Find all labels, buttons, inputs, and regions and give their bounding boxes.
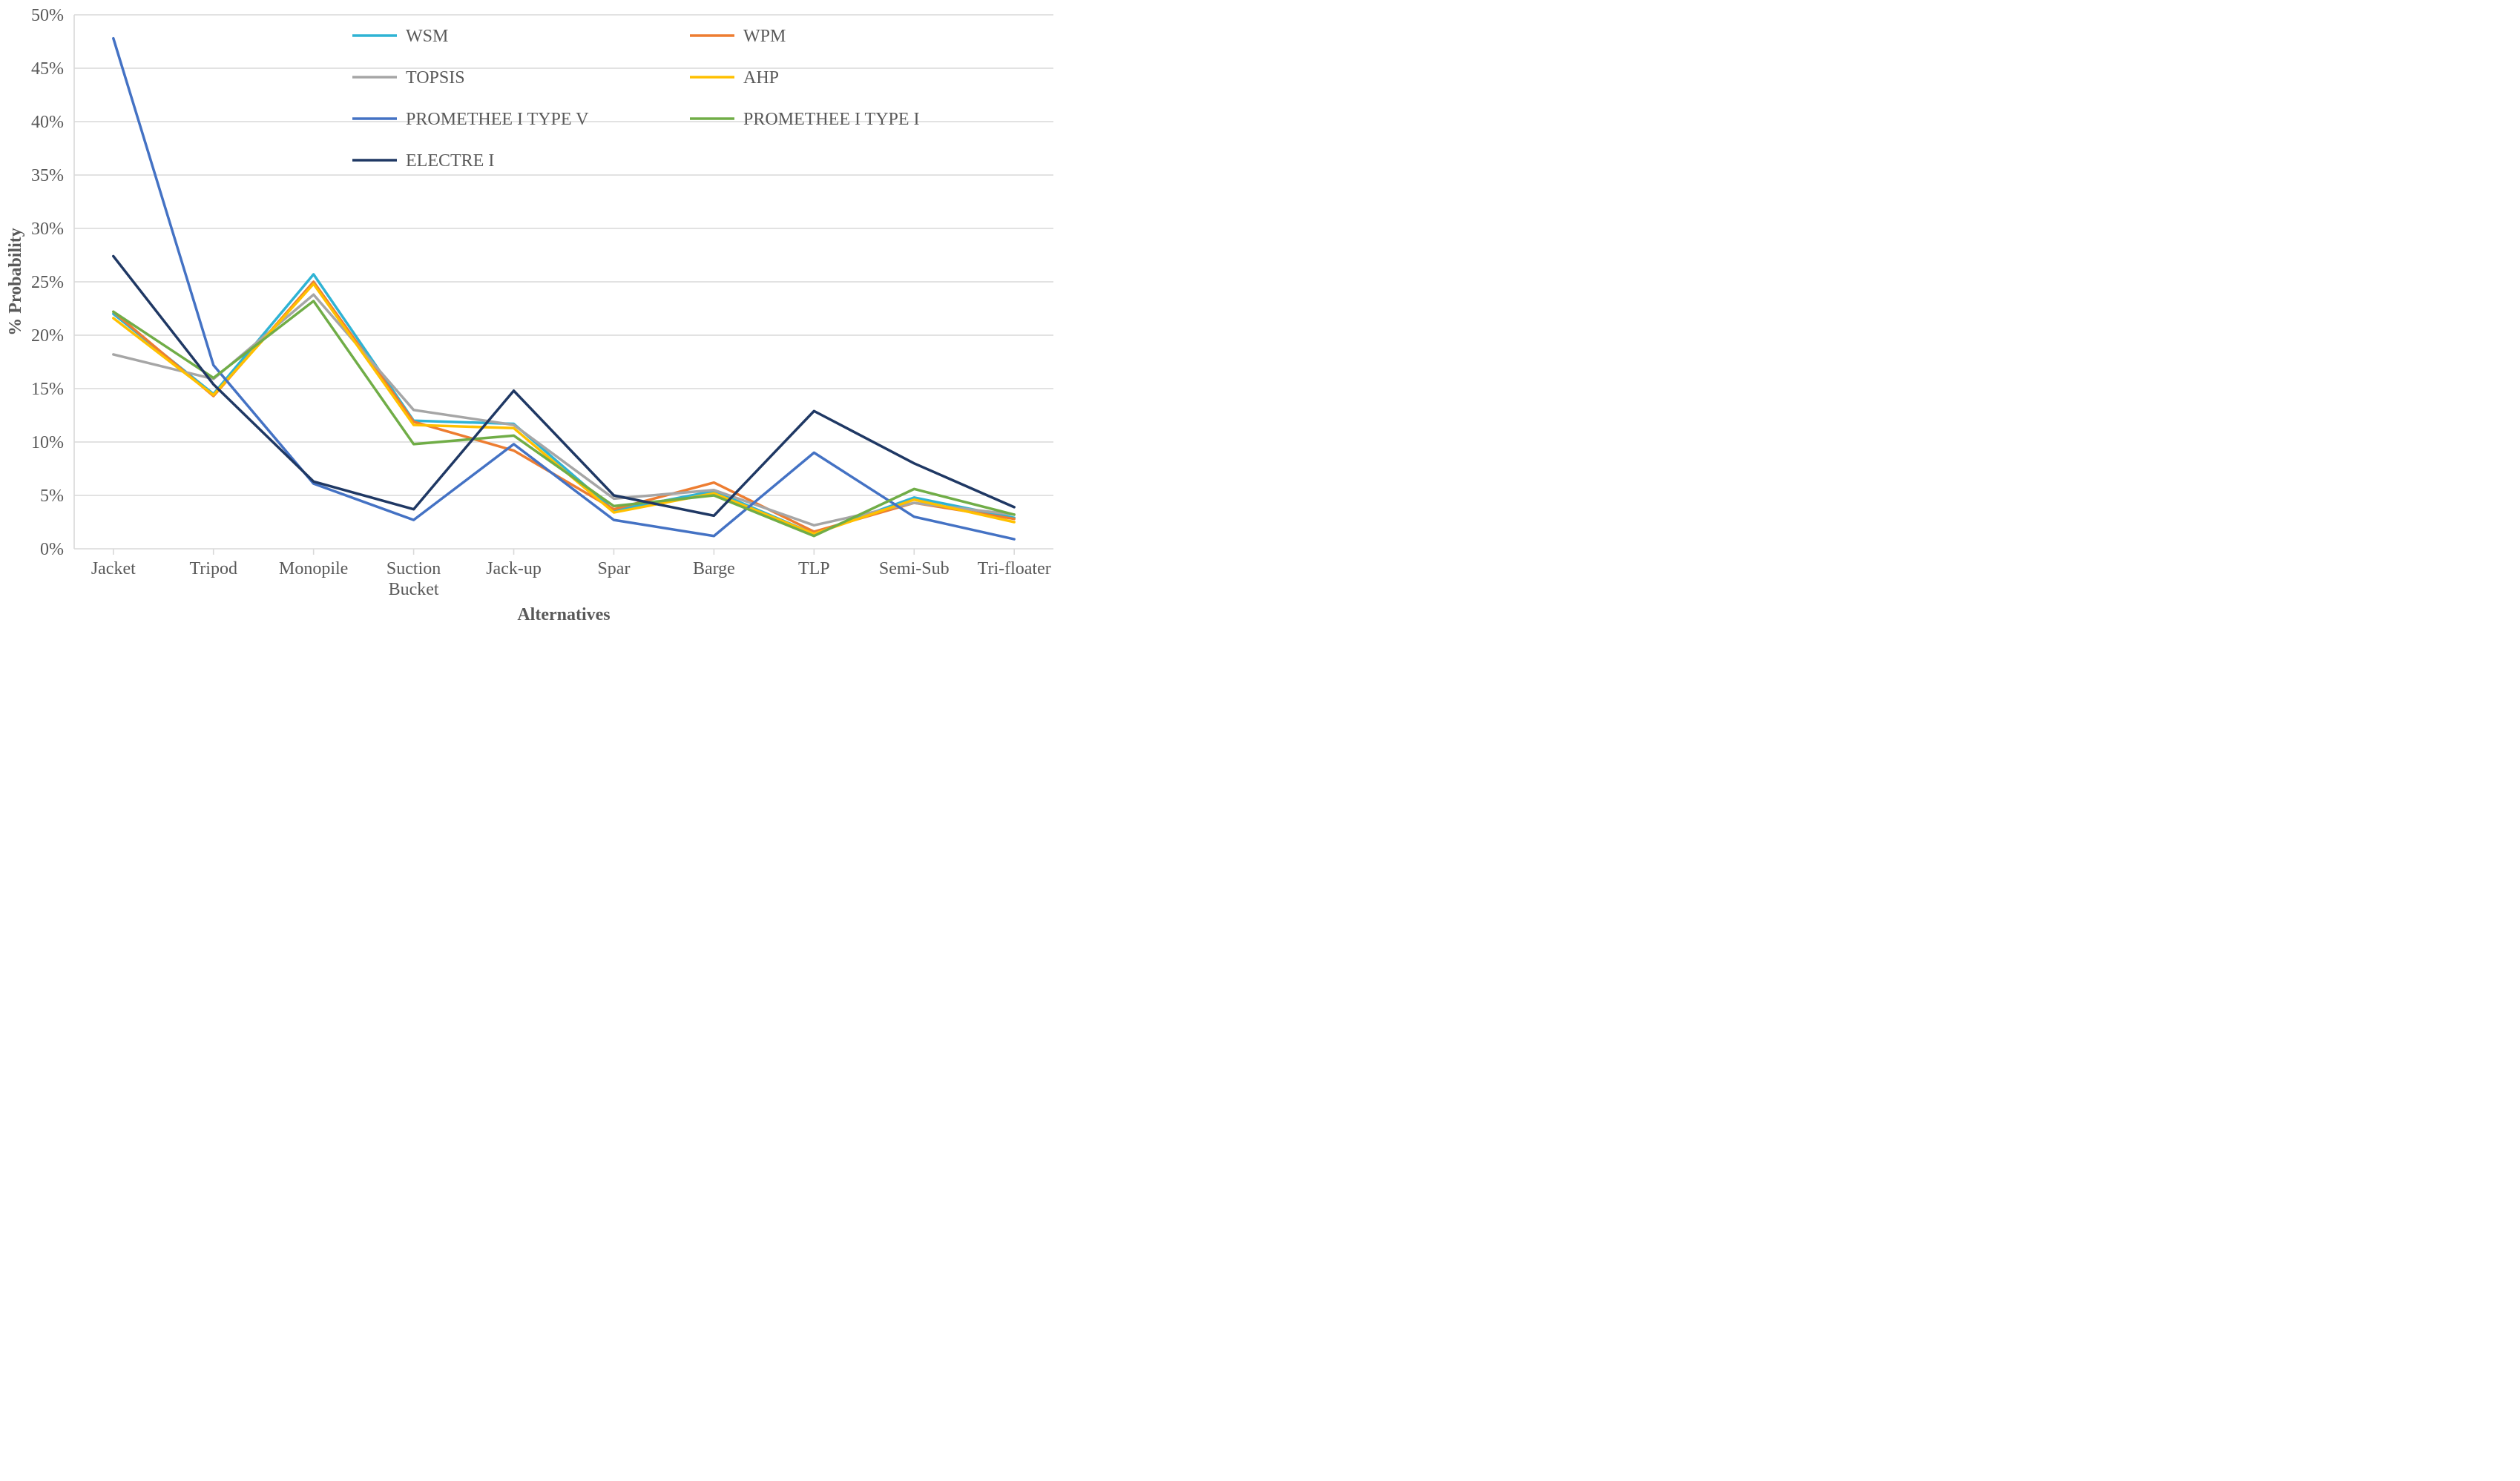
x-tick-label: Bucket (389, 580, 439, 599)
y-tick-label: 40% (31, 113, 64, 132)
x-tick-label: Barge (693, 559, 735, 578)
y-tick-label: 35% (31, 166, 64, 185)
legend-label: WSM (406, 27, 448, 46)
y-tick-label: 25% (31, 273, 64, 292)
y-tick-label: 0% (40, 540, 64, 559)
legend-label: PROMETHEE I TYPE V (406, 110, 589, 129)
chart-container: 0% 5% 10% 15% 20% 25% 30% 35% 40% 45% 50% Jacket Tri… (0, 0, 1068, 627)
y-tick-label: 15% (31, 380, 64, 399)
y-axis-title: % Probability (6, 228, 25, 336)
y-tick-label: 20% (31, 326, 64, 346)
legend-label: AHP (743, 68, 779, 88)
x-tick-label: Monopile (279, 559, 348, 578)
y-tick-label: 50% (31, 6, 64, 25)
x-axis-title: Alternatives (517, 605, 610, 624)
x-tick-label: Jacket (91, 559, 136, 578)
y-tick-label: 5% (40, 486, 64, 506)
legend-label: PROMETHEE I TYPE I (743, 110, 920, 129)
line-chart: 0% 5% 10% 15% 20% 25% 30% 35% 40% 45% 50% Jacket Tri… (0, 0, 1068, 627)
legend-label: ELECTRE I (406, 151, 494, 171)
x-tick-label: Tri-floater (978, 559, 1051, 578)
x-tick-label: TLP (798, 559, 830, 578)
legend-label: WPM (743, 27, 786, 46)
y-tick-label: 45% (31, 59, 64, 79)
x-tick-label: Spar (597, 559, 630, 578)
x-tick-label: Jack-up (486, 559, 542, 578)
x-tick-label: Tripod (189, 559, 237, 578)
x-tick-label: Semi-Sub (879, 559, 950, 578)
y-tick-label: 10% (31, 433, 64, 452)
y-tick-label: 30% (31, 220, 64, 239)
x-tick-label: Suction (386, 559, 441, 578)
legend-label: TOPSIS (406, 68, 465, 88)
